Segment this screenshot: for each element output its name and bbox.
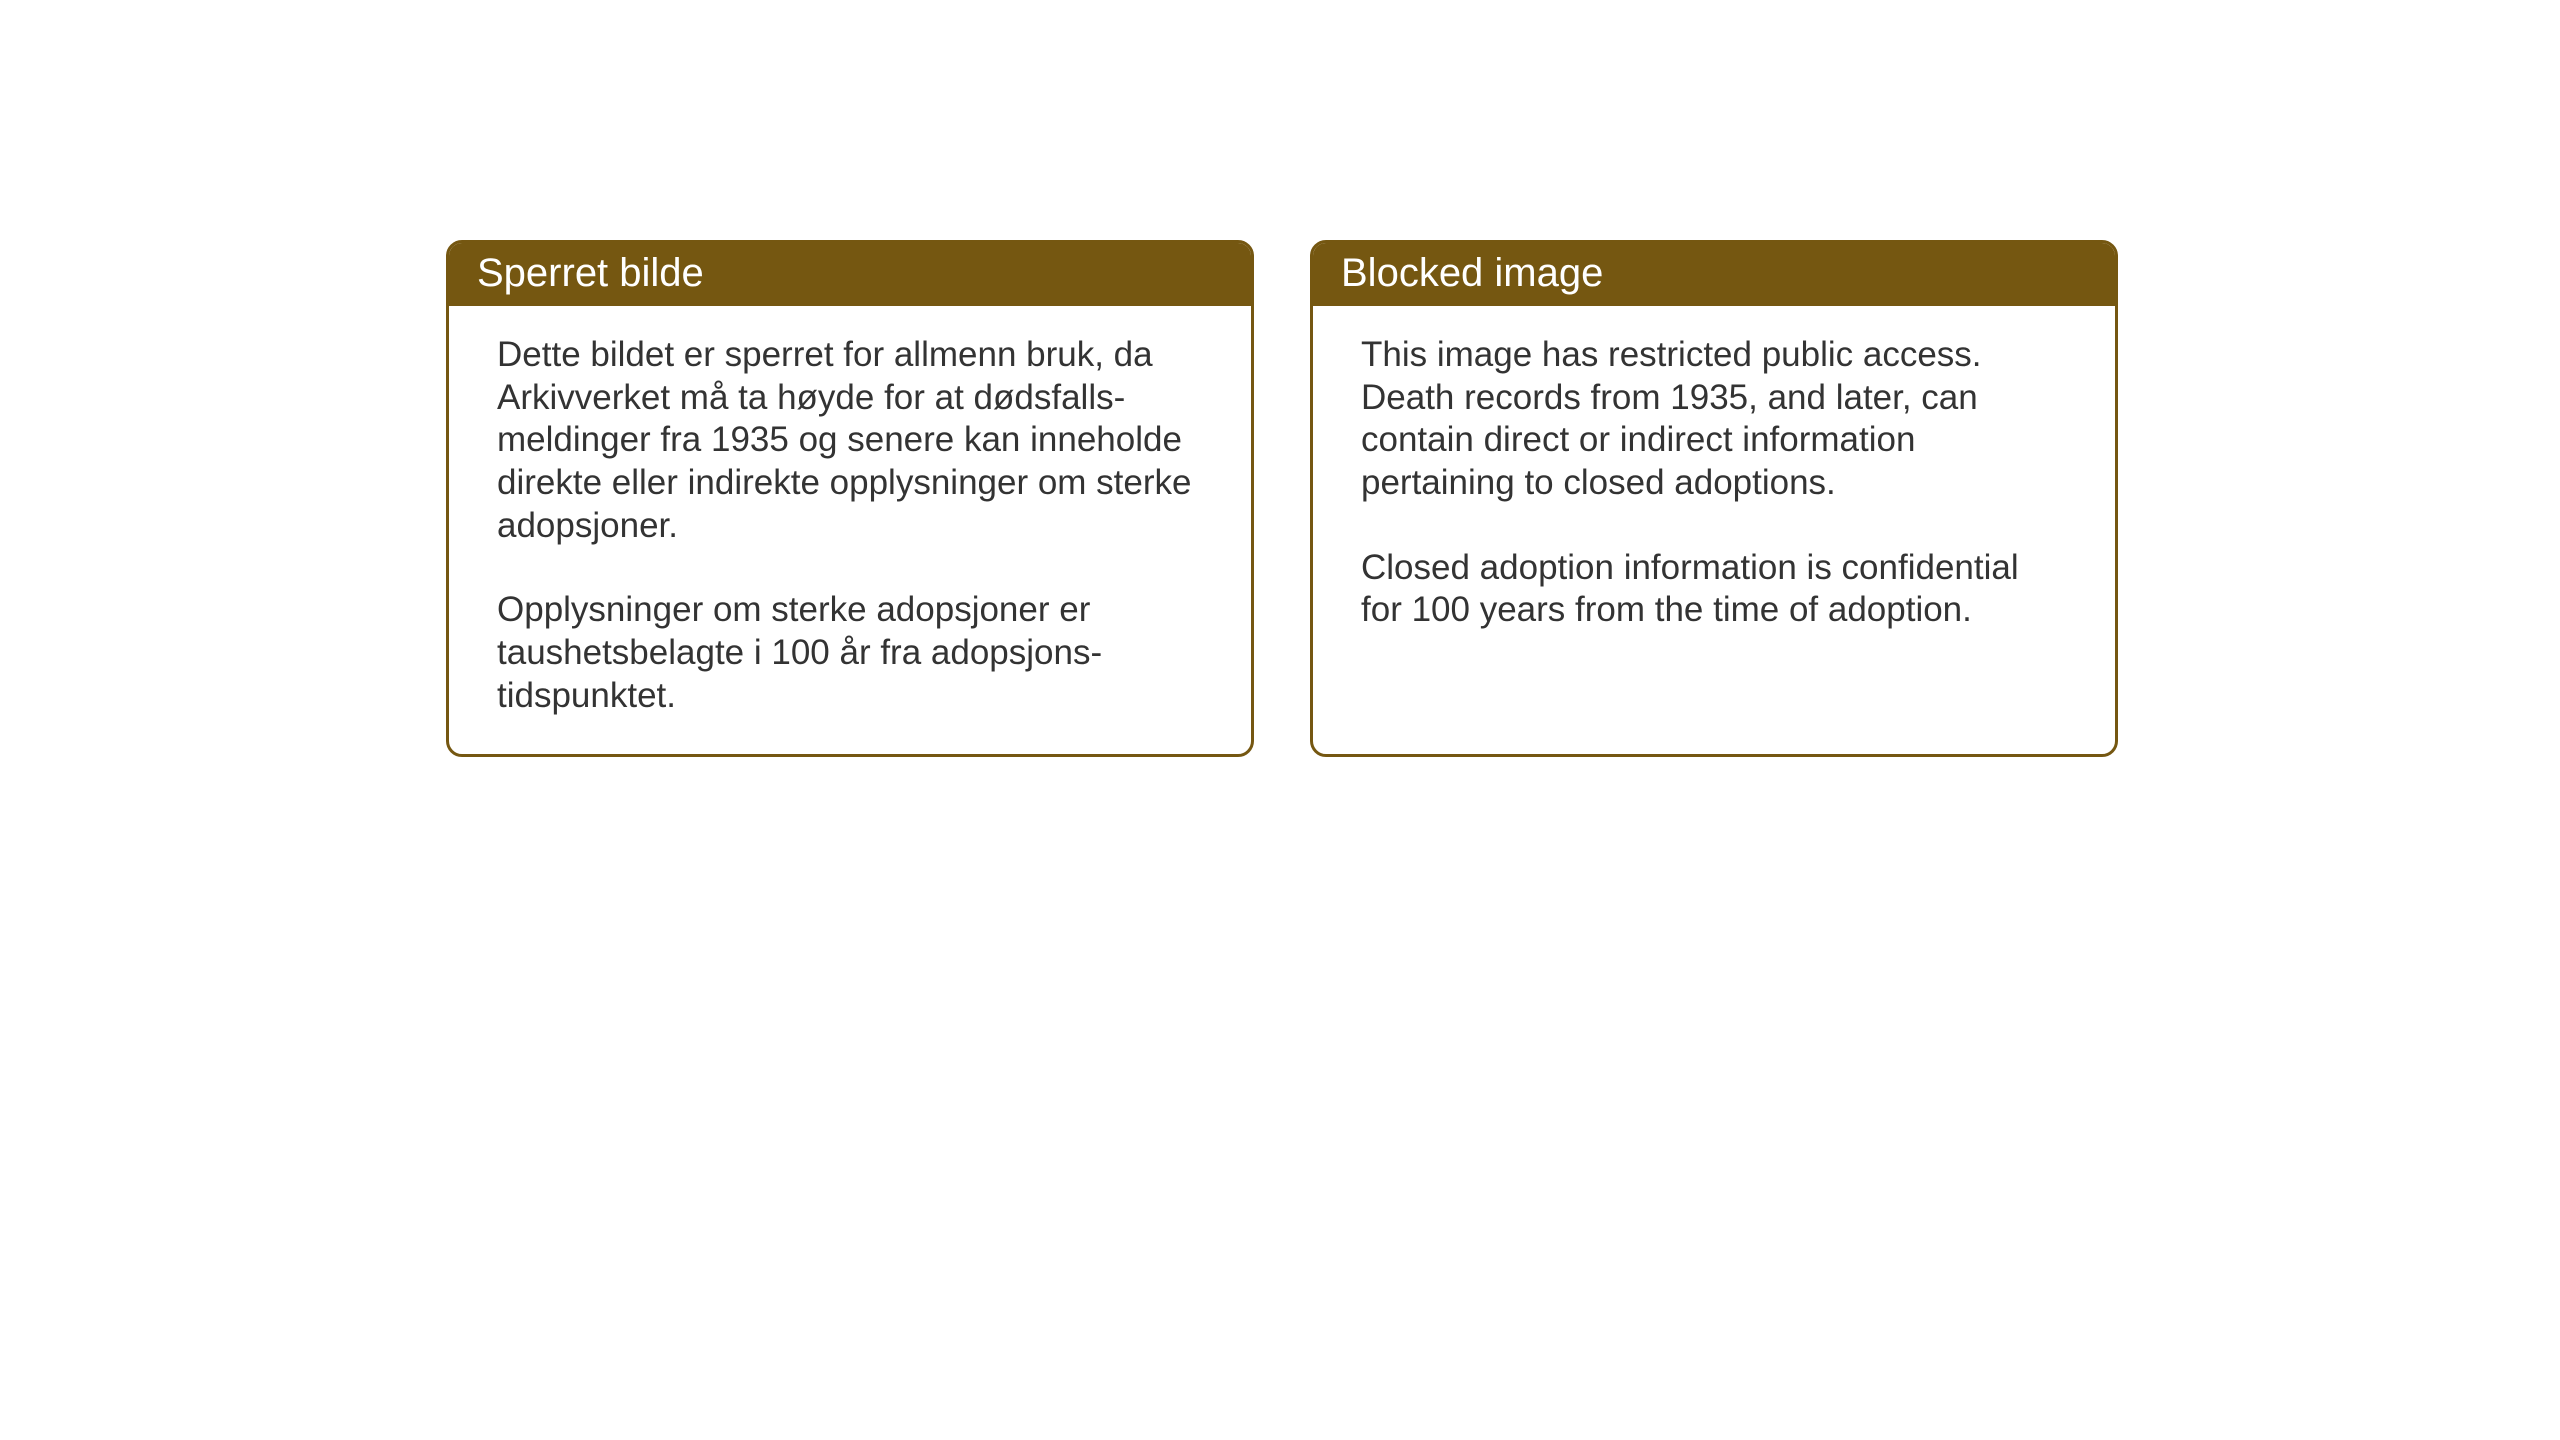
english-notice-card: Blocked image This image has restricted … <box>1310 240 2118 757</box>
norwegian-paragraph-1: Dette bildet er sperret for allmenn bruk… <box>497 334 1203 547</box>
notice-cards-container: Sperret bilde Dette bildet er sperret fo… <box>446 240 2118 757</box>
norwegian-card-title: Sperret bilde <box>449 243 1251 306</box>
english-card-body: This image has restricted public access.… <box>1313 306 2115 668</box>
norwegian-card-body: Dette bildet er sperret for allmenn bruk… <box>449 306 1251 754</box>
english-card-title: Blocked image <box>1313 243 2115 306</box>
english-paragraph-1: This image has restricted public access.… <box>1361 334 2067 505</box>
norwegian-paragraph-2: Opplysninger om sterke adopsjoner er tau… <box>497 589 1203 717</box>
english-paragraph-2: Closed adoption information is confident… <box>1361 547 2067 632</box>
norwegian-notice-card: Sperret bilde Dette bildet er sperret fo… <box>446 240 1254 757</box>
